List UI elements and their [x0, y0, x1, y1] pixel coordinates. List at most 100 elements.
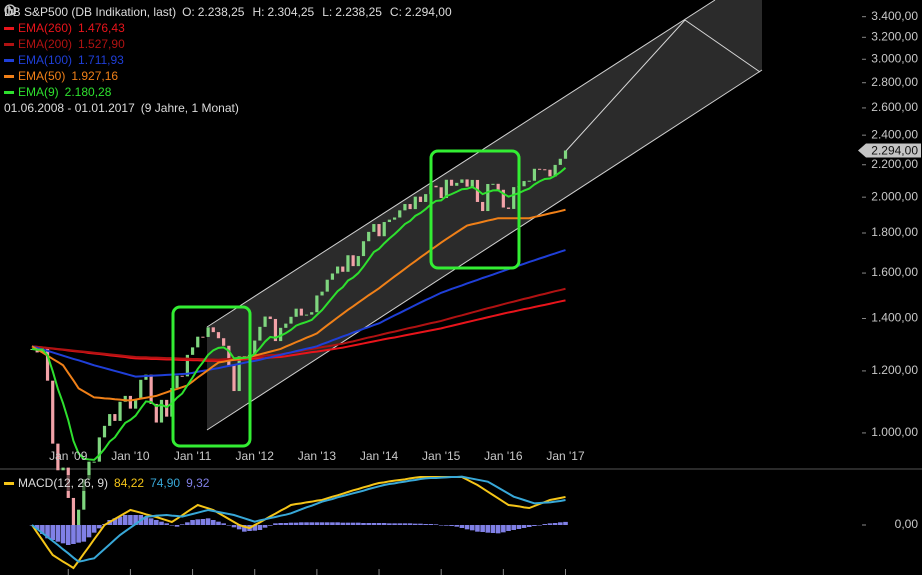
candle [87, 461, 91, 480]
candle [351, 255, 355, 267]
ema-line [31, 208, 566, 402]
legend-name: MACD(12, 26, 9) [18, 476, 109, 490]
candle [527, 180, 531, 182]
histogram-bar [231, 525, 237, 528]
candle [232, 365, 236, 392]
histogram-bar [40, 525, 45, 534]
candle [532, 168, 537, 181]
candle [175, 375, 179, 389]
legend-swatch [4, 42, 14, 46]
histogram-bar [71, 525, 76, 544]
histogram-bar [148, 518, 154, 525]
x-tick-label: Jan '14 [360, 449, 399, 463]
legend-value: 2.180,28 [64, 85, 112, 99]
candle [211, 327, 215, 333]
candle [113, 414, 117, 421]
candle [553, 164, 557, 177]
candle [61, 467, 65, 471]
candle [144, 374, 148, 380]
histogram-bar [552, 523, 558, 525]
candle [367, 231, 371, 242]
candle [180, 375, 184, 377]
y-tick-label: 2.000,00 [871, 189, 918, 203]
histogram-bar [55, 525, 61, 542]
ema-line [31, 249, 566, 378]
candle [408, 204, 412, 210]
x-tick-label: Jan '12 [236, 449, 275, 463]
candle [543, 169, 547, 171]
histogram-bar [366, 523, 371, 525]
candle [258, 326, 262, 341]
x-tick-label: Jan '17 [546, 449, 585, 463]
histogram-bar [164, 523, 169, 525]
candle [538, 168, 542, 170]
candle [377, 224, 381, 237]
histogram-bar [185, 522, 190, 525]
histogram-bar [381, 523, 387, 525]
candle [237, 356, 241, 392]
x-tick-label: Jan '10 [111, 449, 150, 463]
candle [470, 179, 474, 187]
histogram-bar [433, 524, 439, 525]
y-tick-label: 1.000,00 [871, 425, 918, 439]
histogram-bar [262, 525, 268, 528]
last-price-label: 2.294,00 [871, 144, 918, 158]
histogram-bar [547, 523, 553, 525]
histogram-bar [345, 522, 351, 525]
candle [372, 224, 376, 232]
ema-line [31, 167, 567, 461]
legend-value: 1.927,16 [71, 69, 119, 83]
histogram-bar [475, 525, 480, 532]
candle [413, 196, 417, 210]
histogram-bar [76, 525, 81, 543]
histogram-bar [449, 525, 454, 526]
x-tick-label: Jan '11 [174, 449, 212, 463]
candle [449, 179, 454, 186]
histogram-bar [122, 515, 128, 525]
histogram-bar [423, 524, 428, 525]
macd-legend: MACD(12, 26, 9) 84,22 74,90 9,32 [4, 475, 220, 491]
legend-name: EMA(9) [18, 85, 59, 99]
y-tick-label: 0,00 [895, 517, 919, 531]
legend-value: 84,22 [114, 476, 145, 490]
candle [434, 185, 438, 188]
candle [455, 182, 459, 186]
candle [118, 401, 122, 421]
candle [294, 308, 298, 317]
histogram-bar [81, 525, 87, 542]
histogram-bar [288, 522, 294, 525]
candle [558, 158, 562, 165]
legend-swatch [4, 26, 14, 30]
legend-value: 1.476,43 [78, 21, 125, 35]
candle [133, 399, 138, 409]
legend-header: DB S&P500 (DB Indikation, last) O: 2.238,2… [4, 4, 464, 20]
candle [227, 345, 231, 366]
candle [325, 279, 329, 292]
histogram-bar [133, 515, 138, 525]
ema-line [31, 299, 566, 363]
histogram-bar [516, 525, 522, 529]
histogram-bar [143, 516, 149, 525]
histogram-bar [542, 524, 548, 525]
histogram-bar [511, 525, 517, 530]
histogram-bar [563, 521, 568, 525]
histogram-bar [314, 522, 320, 525]
candle [506, 207, 511, 209]
histogram-bar [319, 522, 325, 525]
candle [496, 183, 500, 190]
histogram-bar [480, 525, 485, 532]
histogram-bar [205, 518, 211, 525]
candle [398, 210, 402, 218]
legend-name: EMA(50) [18, 69, 66, 83]
histogram-bar [392, 523, 397, 525]
quote-label: C: [389, 5, 402, 19]
candle [418, 196, 423, 202]
candle [501, 189, 505, 208]
quote-label: L: [322, 5, 333, 19]
candle [82, 479, 86, 510]
histogram-bar [324, 522, 330, 525]
histogram-bar [304, 522, 309, 525]
candle [335, 266, 340, 274]
y-tick-label: 3.400,00 [871, 9, 918, 23]
